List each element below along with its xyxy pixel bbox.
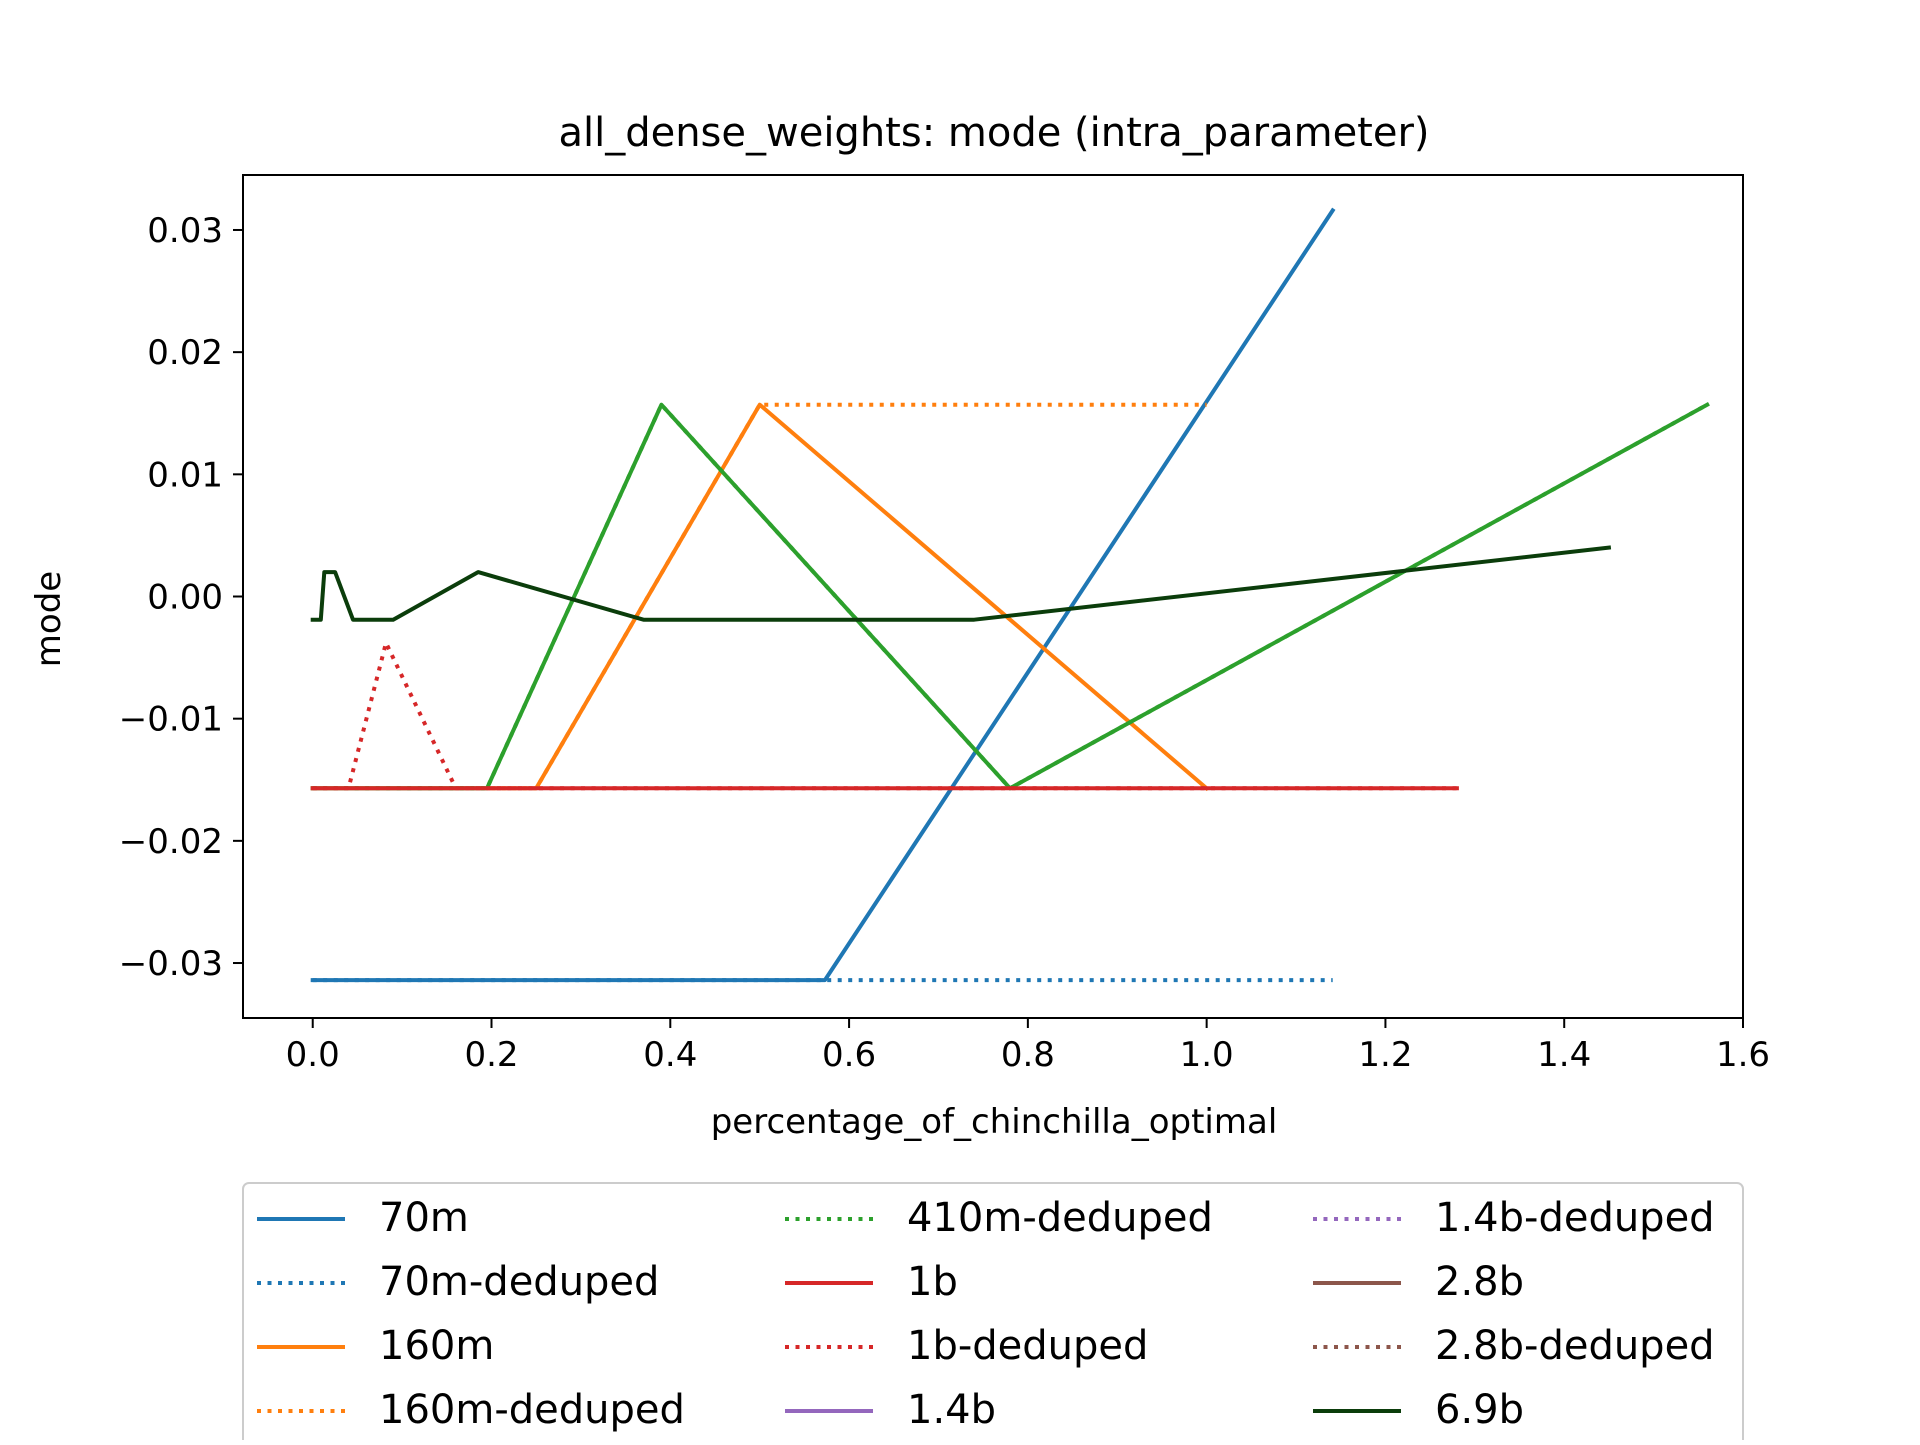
legend-label: 1.4b-deduped [1435, 1195, 1715, 1241]
legend-label: 2.8b-deduped [1435, 1323, 1715, 1369]
legend-label: 160m [379, 1323, 494, 1369]
y-tick-label: 0.01 [147, 455, 223, 495]
x-tick-label: 0.4 [643, 1035, 697, 1075]
legend-label: 160m-deduped [379, 1387, 685, 1433]
x-tick-label: 1.2 [1358, 1035, 1412, 1075]
y-tick-label: 0.03 [147, 211, 223, 251]
x-tick-label: 1.0 [1180, 1035, 1234, 1075]
legend-label: 1b-deduped [907, 1323, 1148, 1369]
chart-title: all_dense_weights: mode (intra_parameter… [558, 110, 1429, 156]
y-tick-label: −0.03 [119, 944, 223, 984]
x-tick-label: 0.8 [1001, 1035, 1055, 1075]
legend-label: 70m-deduped [379, 1259, 659, 1305]
x-axis-label: percentage_of_chinchilla_optimal [711, 1102, 1278, 1142]
series-layer [310, 207, 1710, 983]
legend-label: 6.9b [1435, 1387, 1524, 1433]
y-tick-label: 0.02 [147, 333, 223, 373]
legend-label: 70m [379, 1195, 469, 1241]
x-tick-label: 0.2 [464, 1035, 518, 1075]
x-tick-label: 1.6 [1716, 1035, 1770, 1075]
y-tick-label: −0.01 [119, 700, 223, 740]
legend-label: 1b [907, 1259, 958, 1305]
legend-frame [242, 1182, 1744, 1445]
series-line-6-9b [310, 545, 1612, 622]
y-axis-label: mode [29, 571, 69, 667]
legend-label: 410m-deduped [907, 1195, 1213, 1241]
x-tick-label: 1.4 [1537, 1035, 1591, 1075]
legend-label: 2.8b [1435, 1259, 1524, 1305]
x-tick-label: 0.6 [822, 1035, 876, 1075]
legend: 70m 70m-deduped 160m 160m-deduped 410m-dedup… [242, 1182, 1744, 1445]
y-tick-label: 0.00 [147, 578, 223, 618]
axes-layer: 0.0 0.2 0.4 0.6 0.8 1.0 1.2 1.4 1.6 −0.03 −0.02 −0.… [119, 211, 1770, 1075]
legend-label: 1.4b [907, 1387, 996, 1433]
series-line-1b-deduped [312, 640, 1457, 791]
x-tick-label: 0.0 [286, 1035, 340, 1075]
y-tick-label: −0.02 [119, 822, 223, 862]
